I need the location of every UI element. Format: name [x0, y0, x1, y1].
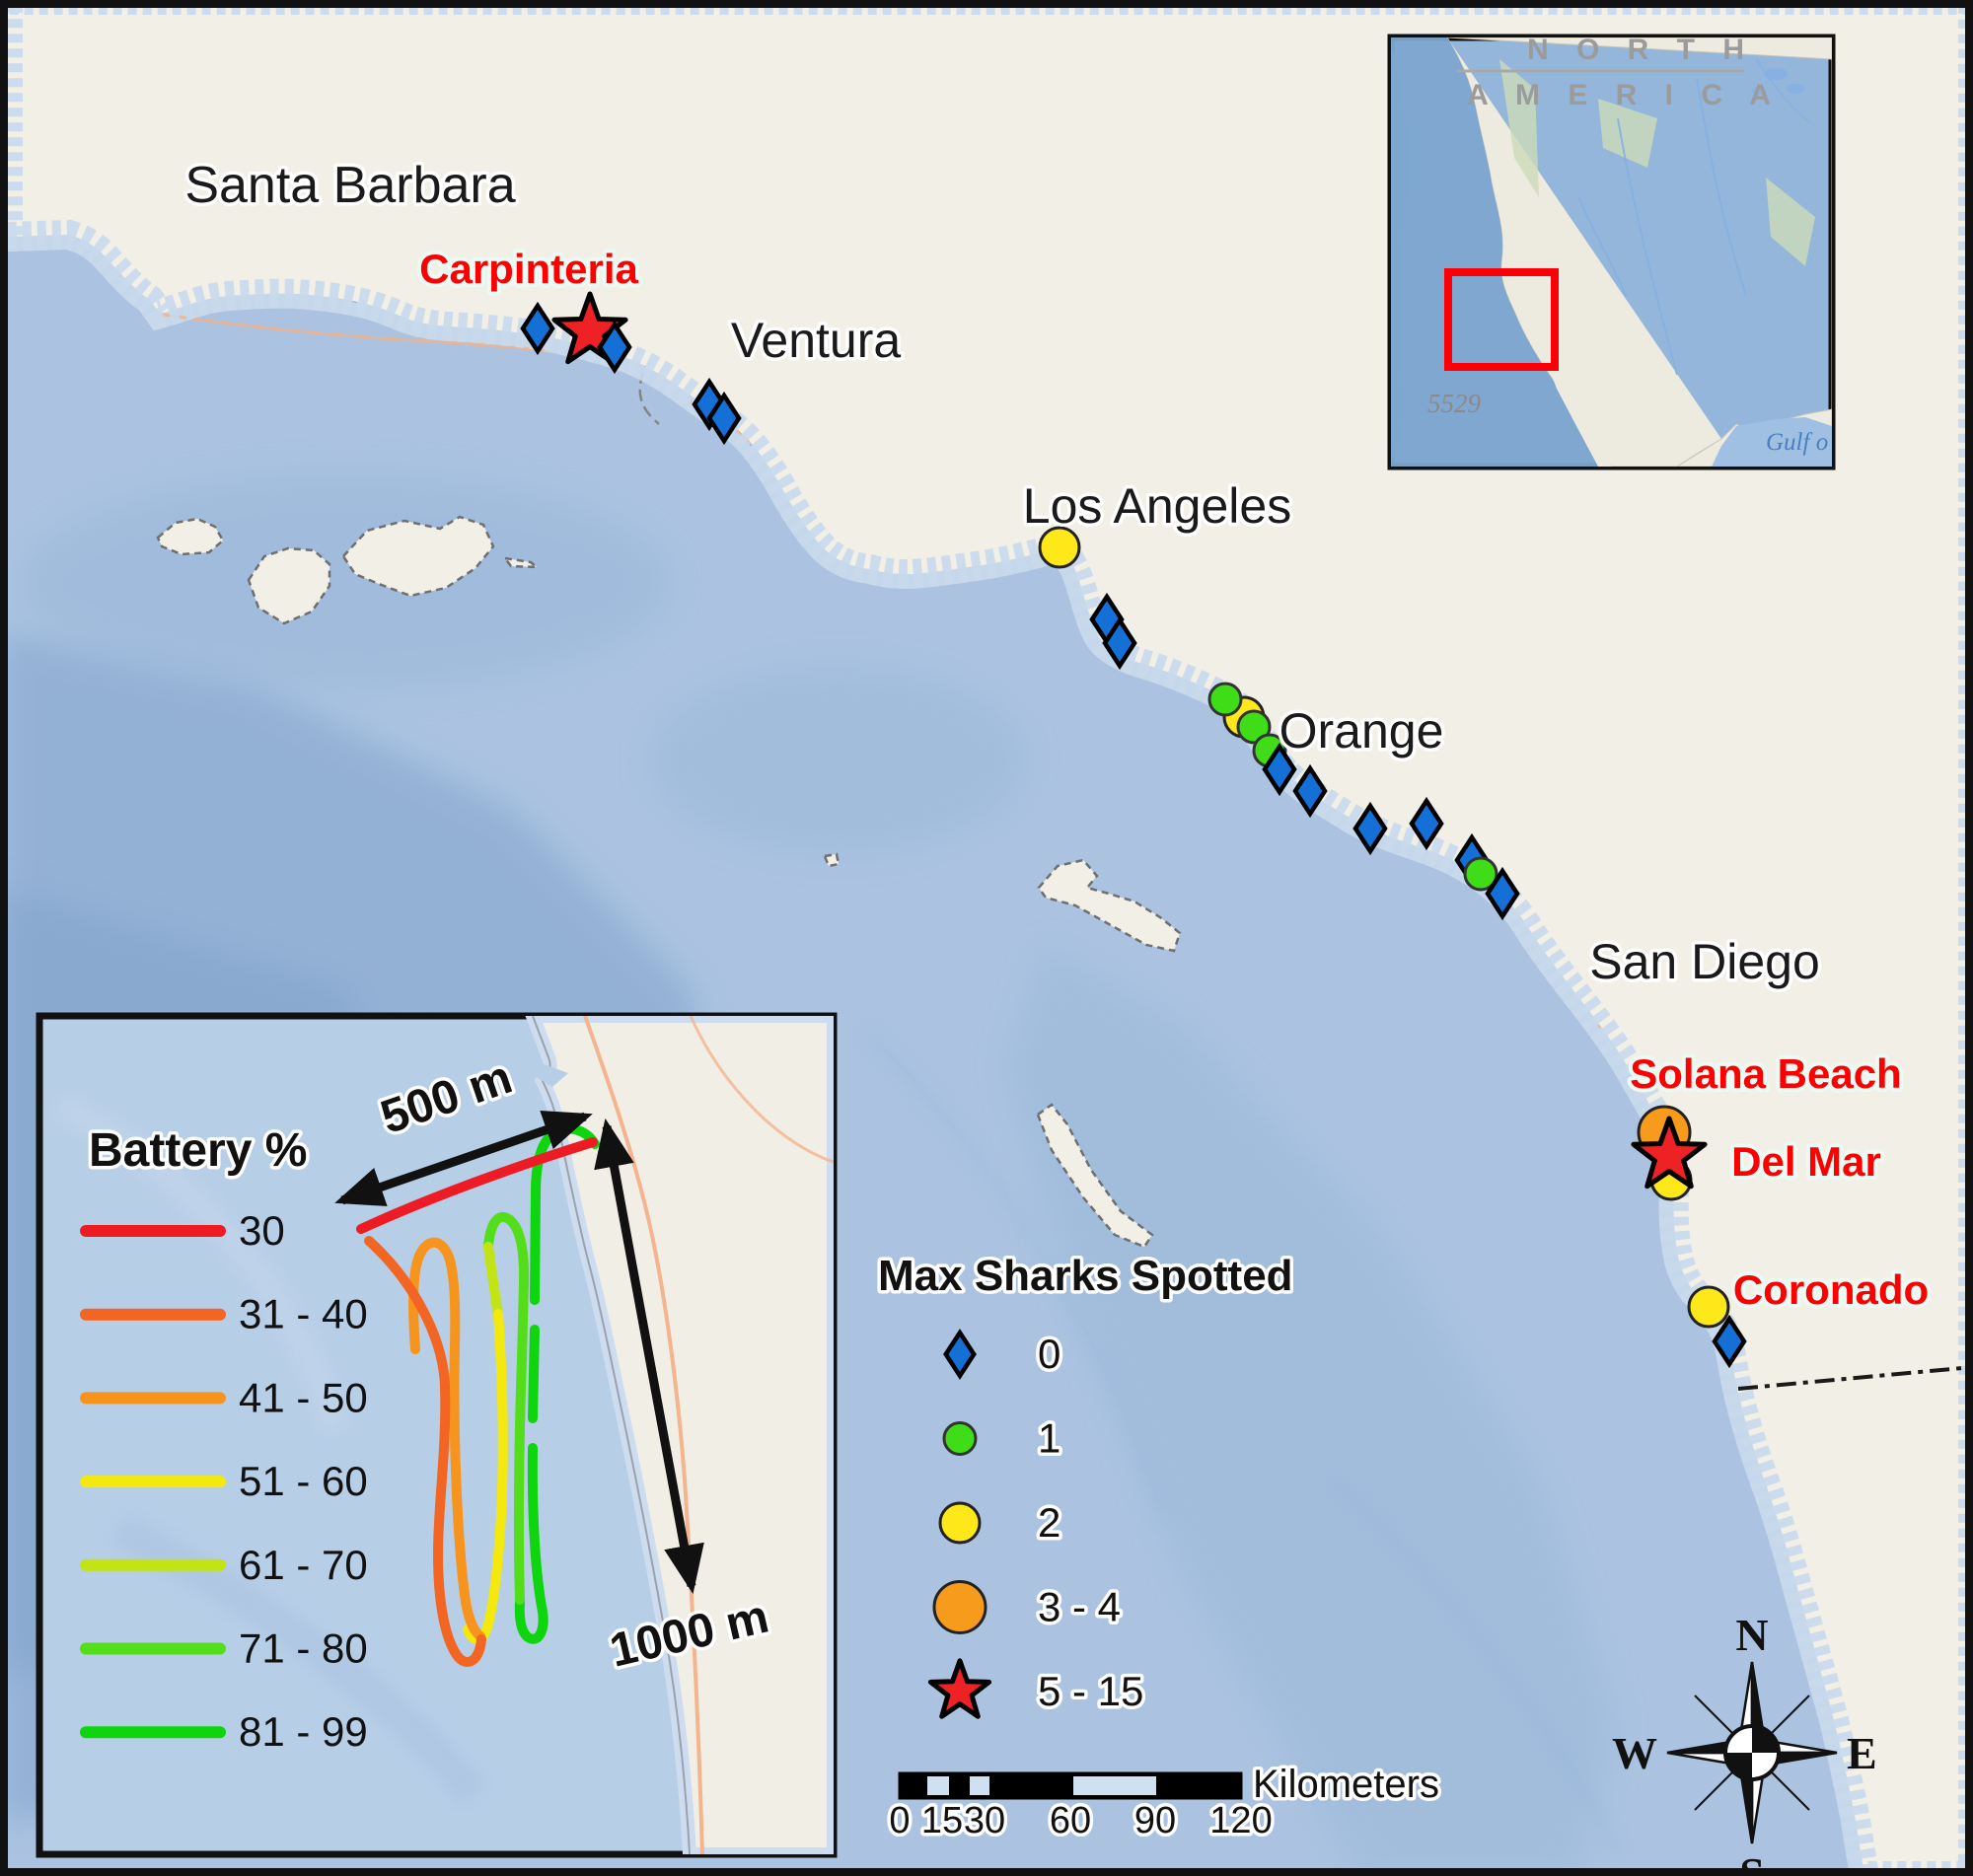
track-81-99-c [514, 1443, 548, 1644]
marker-diamond-0-sharks [1292, 763, 1328, 819]
marker-green-1-shark [1207, 682, 1243, 717]
marker-green-1-shark [942, 1421, 978, 1456]
city-label: Los Angeles [1023, 478, 1291, 534]
marker-diamond-0-sharks [1352, 801, 1388, 856]
scale-unit: Kilometers [1253, 1763, 1439, 1806]
marker-diamond-0-sharks [520, 301, 555, 356]
bathymetry-sd-trough [1006, 947, 1618, 1876]
scale-tick-label: 15 [921, 1800, 963, 1841]
island-catalina [1037, 858, 1182, 953]
marker-diamond-0-sharks [1409, 796, 1444, 851]
marker-orange-3-4-sharks [932, 1580, 987, 1634]
scale-tick-label: 90 [1134, 1800, 1176, 1841]
island-anacapa [502, 556, 541, 569]
us-mexico-border [1737, 1365, 1973, 1391]
marker-yellow-2-sharks [1038, 526, 1081, 569]
bathymetry-sm-basin [651, 666, 1026, 853]
na-gulf-of-mexico [1712, 417, 1832, 467]
island-san-clemente [1036, 1103, 1154, 1249]
na-label-north: N O R T H [1527, 34, 1754, 66]
site-label: Del Mar [1731, 1138, 1881, 1185]
na-label-america: A M E R I C A [1467, 79, 1781, 111]
battery-class-label: 81 - 99 [239, 1708, 368, 1755]
shark-legend-title: Max Sharks Spotted [878, 1252, 1293, 1300]
na-gulf-label: Gulf o [1766, 429, 1828, 456]
marker-diamond-0-sharks [1102, 615, 1137, 671]
map-labels: Santa Barbara Ventura Los Angeles Orange San… [182, 154, 1933, 1318]
scale-tick-label: 60 [1050, 1800, 1091, 1841]
inset-harbor-notch [533, 1061, 568, 1087]
island-santa-cruz [341, 515, 495, 598]
marker-diamond-0-sharks [1712, 1314, 1747, 1369]
battery-class-label: 31 - 40 [239, 1291, 368, 1337]
track-81-99-b [528, 1325, 540, 1423]
battery-class-label: 41 - 50 [239, 1374, 368, 1420]
marker-yellow-2-sharks [1687, 1285, 1730, 1329]
arrow-1000m [594, 1118, 704, 1595]
compass-w: W [1612, 1728, 1657, 1778]
shark-legend-label: 3 - 4 [1038, 1584, 1121, 1630]
scale-tick-label: 30 [964, 1800, 1005, 1841]
channel-islands [156, 515, 1182, 1249]
battery-class-label: 61 - 70 [239, 1542, 368, 1588]
battery-legend-title: Battery % [89, 1124, 307, 1177]
marker-diamond-0-sharks [1262, 742, 1297, 797]
site-label: Carpinteria [419, 246, 638, 292]
track-31-40 [364, 1236, 486, 1667]
island-san-miguel [156, 517, 225, 556]
distance-arrows [334, 1110, 704, 1595]
marker-green-1-shark [1236, 709, 1272, 745]
city-label: Orange [1279, 703, 1444, 758]
track-71-80 [483, 1211, 530, 1605]
marker-diamond-0-sharks [706, 391, 742, 446]
compass-star [1666, 1661, 1838, 1844]
bathymetry-sb-channel [20, 473, 671, 690]
shark-legend-label: 5 - 15 [1038, 1668, 1143, 1714]
marker-yellow-2-sharks [938, 1501, 982, 1545]
marker-red-star-5-15-sharks [551, 291, 628, 365]
shark-markers [520, 291, 1747, 1369]
battery-legend-rows: 30 31 - 40 41 - 50 51 - 60 61 - 70 71 - 80 81 … [80, 1207, 368, 1755]
marker-green-1-shark [1463, 856, 1498, 892]
scale-tick-label: 120 [1209, 1800, 1272, 1841]
track-41-50 [408, 1237, 485, 1641]
scale-bar: 0 15 30 60 90 120 Kilometers [886, 1760, 1443, 1845]
scale-bar-blocks [898, 1771, 1243, 1800]
arrow-500m [334, 1110, 593, 1207]
shark-legend-label: 0 [1038, 1331, 1060, 1377]
marker-red-star-5-15-sharks [927, 1658, 992, 1719]
site-label: Coronado [1733, 1266, 1929, 1313]
city-label: San Diego [1589, 934, 1820, 989]
na-extent-rectangle [1444, 268, 1559, 371]
marker-diamond-0-sharks [943, 1329, 977, 1380]
overview-inset: N O R T H A M E R I C A 5529 Gulf o [1387, 34, 1836, 470]
shark-legend: Max Sharks Spotted 0 1 2 3 - 4 5 - 15 [875, 1249, 1296, 1719]
marker-diamond-0-sharks [1485, 866, 1520, 921]
compass-n: N [1735, 1610, 1768, 1660]
na-baja [1544, 355, 1612, 467]
marker-red-star-5-15-sharks [1631, 1116, 1708, 1190]
battery-class-label: 51 - 60 [239, 1458, 368, 1504]
marker-diamond-0-sharks [597, 320, 632, 375]
scale-tick-label: 0 [889, 1800, 910, 1841]
battery-class-label: 30 [239, 1207, 285, 1254]
site-label: Solana Beach [1630, 1050, 1901, 1097]
shark-legend-label: 2 [1038, 1499, 1060, 1546]
battery-class-label: 71 - 80 [239, 1625, 368, 1672]
city-label: Santa Barbara [184, 157, 515, 214]
city-label: Ventura [731, 313, 902, 368]
island-santa-rosa [247, 546, 331, 625]
island-santa-barbara [823, 852, 840, 868]
shark-legend-label: 1 [1038, 1415, 1060, 1462]
compass-e: E [1847, 1728, 1877, 1778]
na-depth-label: 5529 [1427, 389, 1482, 418]
